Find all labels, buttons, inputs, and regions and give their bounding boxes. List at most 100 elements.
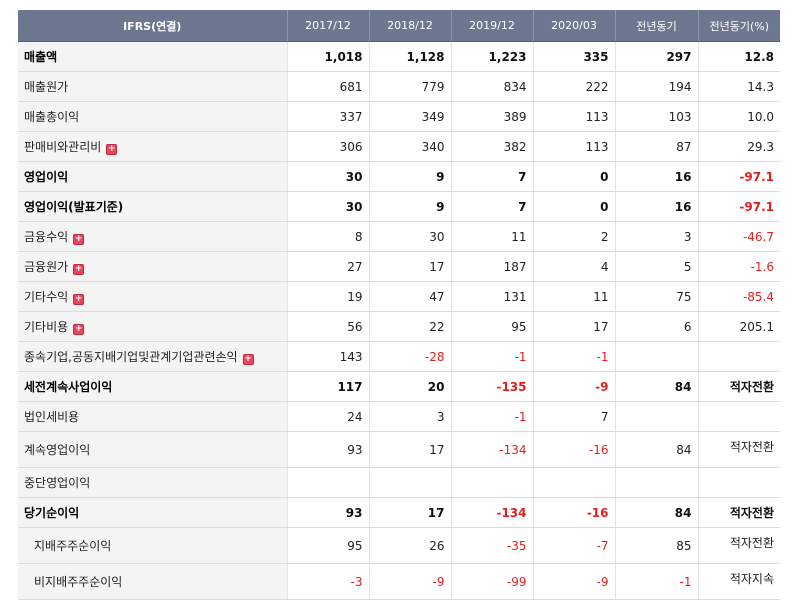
row-label: 지배주주순이익	[34, 539, 112, 553]
row-label-cell: 지배주주순이익	[18, 527, 287, 564]
value-cell: 0	[532, 191, 615, 222]
value-cell: 389	[450, 101, 533, 132]
value-cell: 93	[286, 431, 369, 468]
row-label: 법인세비용	[24, 410, 80, 424]
value-cell: -1	[450, 401, 533, 432]
table-row: 매출총이익 337 349 389 113 103 10.0	[18, 101, 780, 132]
value-cell: 11	[532, 281, 615, 312]
row-label-cell: 중단영업이익	[18, 467, 287, 498]
table-row: 기타비용 +56 22 95 17 6 205.1	[18, 311, 780, 342]
value-cell: 적자전환	[697, 497, 780, 528]
table-row: 판매비와관리비 +306 340 382 113 87 29.3	[18, 131, 780, 162]
row-label-cell: 세전계속사업이익	[18, 371, 287, 402]
value-cell: 9	[368, 191, 451, 222]
value-cell: 187	[450, 251, 533, 282]
value-cell: 113	[532, 101, 615, 132]
value-cell	[368, 467, 451, 498]
value-cell: 30	[286, 191, 369, 222]
table-header-row: IFRS(연결) 2017/12 2018/12 2019/12 2020/03…	[18, 10, 780, 42]
value-cell: 6	[614, 311, 698, 342]
value-cell	[286, 467, 369, 498]
value-cell: -46.7	[697, 221, 780, 252]
table-row: 법인세비용 24 3 -1 7	[18, 401, 780, 432]
expand-plus-icon[interactable]: +	[242, 354, 254, 365]
table-row: 금융원가 +27 17 187 4 5 -1.6	[18, 251, 780, 282]
value-cell: -135	[450, 371, 533, 402]
value-cell: -99	[450, 563, 533, 600]
row-label: 판매비와관리비	[24, 140, 102, 154]
value-cell	[532, 467, 615, 498]
row-label: 계속영업이익	[24, 443, 91, 457]
value-cell: 335	[532, 41, 615, 72]
row-label-cell: 판매비와관리비 +	[18, 131, 287, 162]
value-cell: -1.6	[697, 251, 780, 282]
row-label-cell: 법인세비용	[18, 401, 287, 432]
value-cell: 27	[286, 251, 369, 282]
column-header-2020-03[interactable]: 2020/03	[532, 10, 615, 42]
value-cell: 8	[286, 221, 369, 252]
row-label: 금융원가	[24, 260, 69, 274]
value-cell: -3	[286, 563, 369, 600]
value-cell: 85	[614, 527, 698, 564]
value-cell: 22	[368, 311, 451, 342]
table-row: 지배주주순이익 95 26 -35 -7 85 적자전환	[18, 527, 780, 564]
value-cell: 0	[532, 161, 615, 192]
row-label-cell: 비지배주주순이익	[18, 563, 287, 600]
row-label-cell: 금융원가 +	[18, 251, 287, 282]
value-cell: -134	[450, 431, 533, 468]
value-cell	[614, 467, 698, 498]
expand-plus-icon[interactable]: +	[73, 324, 85, 335]
value-cell: 7	[450, 191, 533, 222]
value-cell: -16	[532, 497, 615, 528]
expand-plus-icon[interactable]: +	[73, 234, 85, 245]
value-cell: 84	[614, 497, 698, 528]
value-cell: 56	[286, 311, 369, 342]
value-cell: 16	[614, 161, 698, 192]
row-label-cell: 기타수익 +	[18, 281, 287, 312]
row-label: 매출액	[24, 50, 58, 64]
value-cell: 30	[368, 221, 451, 252]
value-cell	[697, 467, 780, 498]
column-header-2019-12[interactable]: 2019/12	[450, 10, 533, 42]
column-header-prev-period: 전년동기	[614, 10, 698, 42]
table-row: 비지배주주순이익 -3 -9 -99 -9 -1 적자지속	[18, 563, 780, 600]
row-label: 기타수익	[24, 290, 69, 304]
value-cell: -134	[450, 497, 533, 528]
row-label: 매출원가	[24, 80, 69, 94]
table-row: 금융수익 +8 30 11 2 3 -46.7	[18, 221, 780, 252]
value-cell: 20	[368, 371, 451, 402]
value-cell: 382	[450, 131, 533, 162]
value-cell: 26	[368, 527, 451, 564]
value-cell: 337	[286, 101, 369, 132]
row-label: 영업이익(발표기준)	[24, 200, 124, 214]
expand-plus-icon[interactable]: +	[73, 264, 85, 275]
row-label: 매출총이익	[24, 110, 80, 124]
table-row: 당기순이익 93 17 -134 -16 84 적자전환	[18, 497, 780, 528]
value-cell: 1,128	[368, 41, 451, 72]
row-label-cell: 영업이익(발표기준)	[18, 191, 287, 222]
value-cell: 306	[286, 131, 369, 162]
value-cell: 17	[532, 311, 615, 342]
expand-plus-icon[interactable]: +	[73, 294, 85, 305]
column-header-prev-period-pct: 전년동기(%)	[697, 10, 780, 42]
value-cell: 17	[368, 251, 451, 282]
value-cell: -1	[614, 563, 698, 600]
row-label-cell: 매출액	[18, 41, 287, 72]
value-cell: 24	[286, 401, 369, 432]
value-cell: 834	[450, 71, 533, 102]
expand-plus-icon[interactable]: +	[106, 144, 118, 155]
value-cell: 93	[286, 497, 369, 528]
value-cell: 4	[532, 251, 615, 282]
table-row: 영업이익 30 9 7 0 16 -97.1	[18, 161, 780, 192]
value-cell: 17	[368, 431, 451, 468]
row-label: 금융수익	[24, 230, 69, 244]
value-cell: 131	[450, 281, 533, 312]
column-header-2018-12[interactable]: 2018/12	[368, 10, 451, 42]
column-header-2017-12[interactable]: 2017/12	[286, 10, 369, 42]
table-row: 매출액 1,018 1,128 1,223 335 297 12.8	[18, 41, 780, 72]
value-cell: -97.1	[697, 191, 780, 222]
row-label-cell: 종속기업,공동지배기업및관계기업관련손익 +	[18, 341, 287, 372]
value-cell: 103	[614, 101, 698, 132]
value-cell: 84	[614, 371, 698, 402]
value-cell: 117	[286, 371, 369, 402]
